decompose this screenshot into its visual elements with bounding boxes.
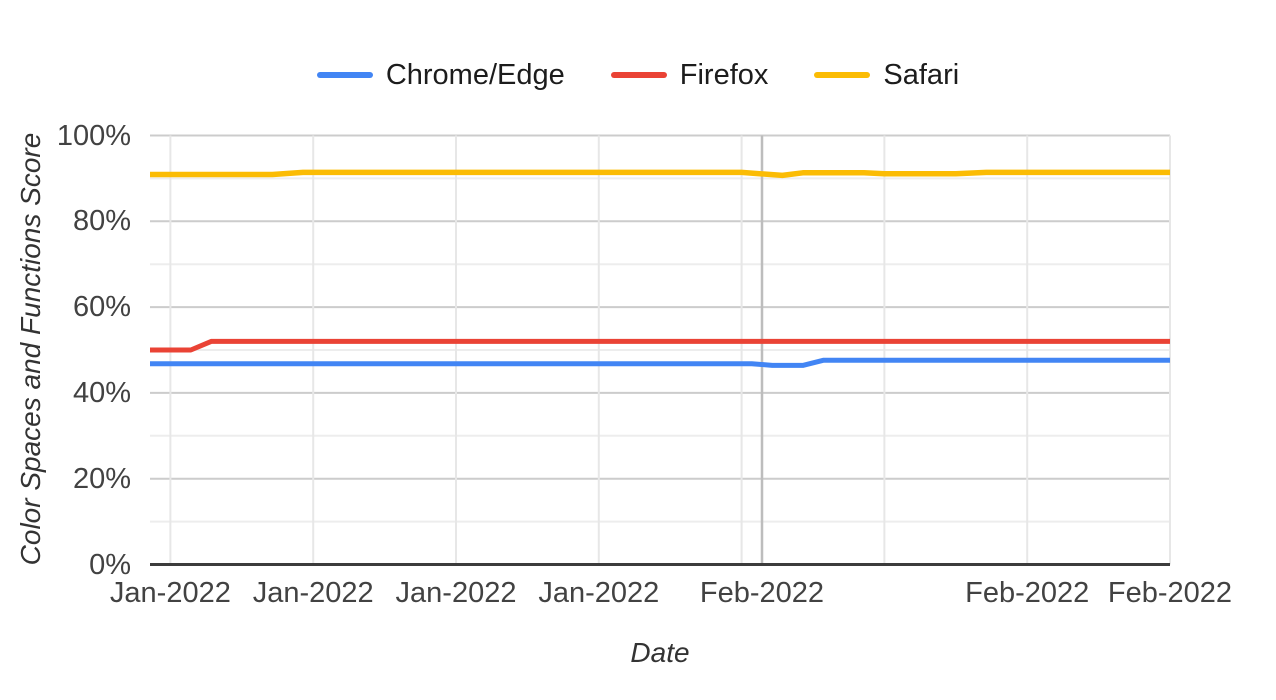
legend-label: Safari [883, 58, 960, 91]
x-tick-label: Jan-2022 [538, 577, 660, 609]
x-axis-title: Date [630, 637, 690, 668]
y-tick-label: 20% [72, 462, 131, 495]
legend-item-firefox[interactable]: Firefox [610, 58, 769, 91]
series-line-firefox [150, 338, 1170, 353]
legend-line-swatch [814, 72, 871, 78]
y-tick-label: 40% [72, 376, 131, 409]
x-tick-label: Feb-2022 [1107, 577, 1233, 609]
y-tick-label: 100% [56, 119, 131, 152]
x-tick-label: Jan-2022 [395, 577, 517, 609]
series-line-chrome-edge [150, 357, 1170, 368]
legend-line-swatch [610, 72, 667, 78]
chart-legend: Chrome/Edge Firefox Safari [0, 55, 1276, 95]
legend-label: Firefox [679, 58, 769, 91]
legend-label: Chrome/Edge [385, 58, 565, 91]
y-tick-label: 60% [72, 291, 131, 324]
y-tick-label: 0% [89, 548, 131, 581]
series-line-safari [150, 169, 1170, 179]
x-tick-label: Feb-2022 [965, 577, 1090, 609]
legend-line-swatch [316, 72, 373, 78]
x-tick-label: Jan-2022 [252, 577, 374, 609]
x-tick-label: Jan-2022 [109, 577, 231, 609]
legend-item-safari[interactable]: Safari [814, 58, 960, 91]
y-tick-label: 80% [72, 205, 131, 238]
x-tick-label: Feb-2022 [699, 577, 825, 609]
legend-item-chrome-edge[interactable]: Chrome/Edge [316, 58, 565, 91]
